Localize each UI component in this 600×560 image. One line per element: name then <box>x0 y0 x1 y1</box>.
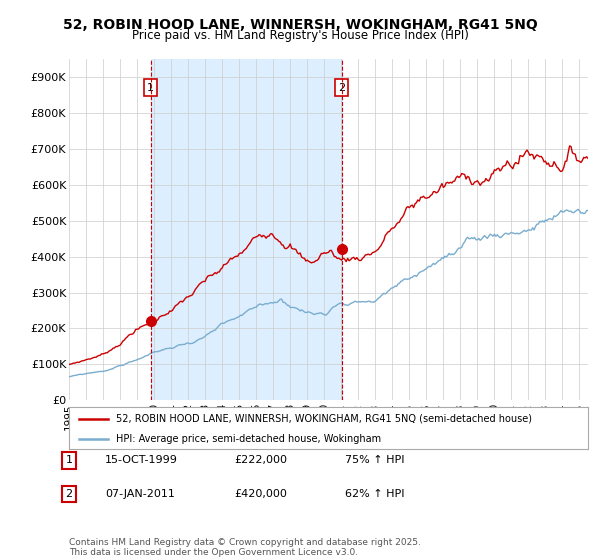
Text: Price paid vs. HM Land Registry's House Price Index (HPI): Price paid vs. HM Land Registry's House … <box>131 29 469 42</box>
Text: 2: 2 <box>338 82 345 92</box>
Text: 15-OCT-1999: 15-OCT-1999 <box>105 455 178 465</box>
Text: £420,000: £420,000 <box>234 489 287 499</box>
Text: 2: 2 <box>65 489 73 499</box>
Text: 62% ↑ HPI: 62% ↑ HPI <box>345 489 404 499</box>
Bar <box>151 59 341 400</box>
Text: 1: 1 <box>65 455 73 465</box>
Text: £222,000: £222,000 <box>234 455 287 465</box>
Text: 07-JAN-2011: 07-JAN-2011 <box>105 489 175 499</box>
Text: 1: 1 <box>147 82 154 92</box>
Text: HPI: Average price, semi-detached house, Wokingham: HPI: Average price, semi-detached house,… <box>116 433 381 444</box>
Text: 52, ROBIN HOOD LANE, WINNERSH, WOKINGHAM, RG41 5NQ: 52, ROBIN HOOD LANE, WINNERSH, WOKINGHAM… <box>62 18 538 32</box>
Text: Contains HM Land Registry data © Crown copyright and database right 2025.
This d: Contains HM Land Registry data © Crown c… <box>69 538 421 557</box>
Text: 52, ROBIN HOOD LANE, WINNERSH, WOKINGHAM, RG41 5NQ (semi-detached house): 52, ROBIN HOOD LANE, WINNERSH, WOKINGHAM… <box>116 414 532 424</box>
Text: 75% ↑ HPI: 75% ↑ HPI <box>345 455 404 465</box>
